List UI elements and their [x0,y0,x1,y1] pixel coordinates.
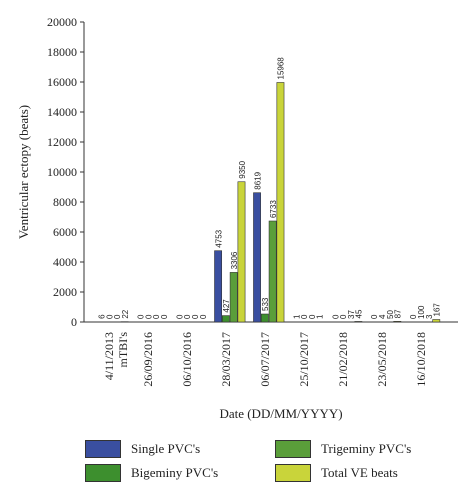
data-label: 9350 [238,160,247,178]
x-tick-label: 06/07/2017 [258,332,272,387]
data-label: 37 [347,310,356,319]
y-tick-label: 8000 [53,195,77,209]
data-label: 167 [433,303,442,317]
bar-singlepvcs [214,250,223,323]
data-label: 0 [160,314,169,319]
y-tick-label: 14000 [47,105,77,119]
x-tick-label: 06/10/2016 [180,332,194,387]
data-label: 0 [331,314,340,319]
data-label: 0 [183,314,192,319]
y-tick-label: 2000 [53,285,77,299]
y-tick-label: 10000 [47,165,77,179]
y-tick-label: 12000 [47,135,77,149]
data-label: 0 [308,314,317,319]
x-tick-label: 25/10/2017 [297,332,311,387]
data-label: 1 [292,314,301,319]
y-axis-label: Ventricular ectopy (beats) [16,105,31,239]
data-label: 50 [386,310,395,319]
bar-singlepvcs [253,192,261,323]
data-label: 0 [113,314,122,319]
data-label: 0 [409,314,418,319]
x-tick-label: 28/03/2017 [219,332,233,387]
x-tick-label: 4/11/2013 [102,332,116,380]
data-label: 100 [417,305,426,319]
y-tick-label: 0 [71,315,77,329]
data-label: 6733 [269,200,278,218]
x-tick-label: 23/05/2018 [375,332,389,387]
data-label: 0 [191,314,200,319]
bar-totalvebeats [276,82,285,323]
data-label: 0 [105,314,114,319]
x-tick-label: 16/10/2018 [414,332,428,387]
data-label: 0 [136,314,145,319]
y-tick-label: 4000 [53,255,77,269]
bar-trigeminypvcs [229,272,238,323]
data-label: 533 [261,297,270,311]
y-tick-label: 6000 [53,225,77,239]
data-label: 3306 [230,251,239,269]
y-tick-label: 20000 [47,15,77,29]
data-label: 87 [394,309,403,318]
data-label: 4 [378,314,387,319]
bar-bigeminypvcs [222,315,230,323]
y-tick-label: 18000 [47,45,77,59]
data-label: 0 [370,314,379,319]
data-label: 45 [355,309,364,318]
bar-totalvebeats [432,319,441,323]
data-label: 4753 [214,229,223,247]
data-label: 8619 [253,171,262,189]
data-label: 6 [98,314,107,319]
data-label: 0 [175,314,184,319]
x-tick-label: 26/09/2016 [141,332,155,387]
data-label: 0 [339,314,348,319]
data-label: 0 [199,314,208,319]
bar-totalvebeats [354,321,363,323]
x-tick-label: mTBI's [116,332,130,368]
data-label: 0 [144,314,153,319]
data-label: 22 [121,309,130,318]
data-label: 15968 [277,57,286,80]
y-tick-label: 16000 [47,75,77,89]
bar-bigeminypvcs [260,313,269,323]
x-axis-label: Date (DD/MM/YYYY) [219,406,342,421]
data-label: 1 [316,314,325,319]
x-tick-label: 21/02/2018 [336,332,350,387]
data-label: 427 [222,299,231,313]
data-label: 0 [300,314,309,319]
data-label: 0 [152,314,161,319]
bar-totalvebeats [237,181,246,323]
data-label: 3 [425,314,434,319]
bar-trigeminypvcs [268,220,277,323]
bar-totalvebeats [393,321,402,323]
